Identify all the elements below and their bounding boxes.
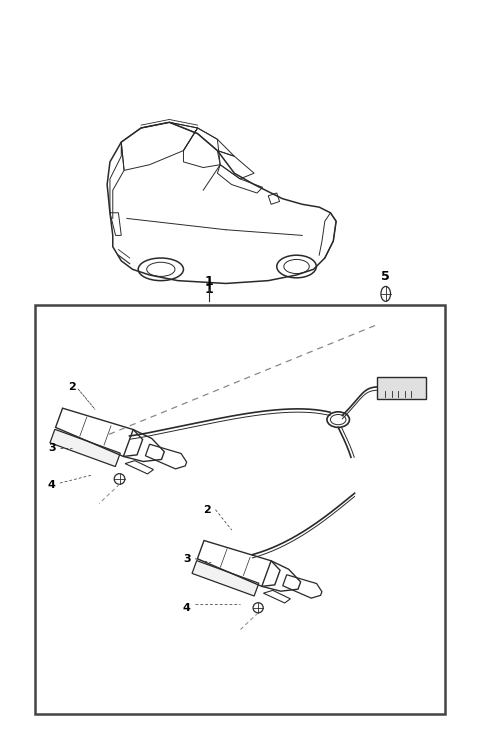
Polygon shape — [50, 429, 120, 466]
Text: 2: 2 — [204, 504, 211, 515]
Text: 4: 4 — [183, 603, 191, 613]
Polygon shape — [192, 560, 259, 596]
Text: 1: 1 — [204, 283, 214, 296]
Text: 3: 3 — [183, 554, 191, 564]
Text: 2: 2 — [68, 382, 76, 392]
Text: 4: 4 — [48, 480, 56, 490]
Text: 5: 5 — [381, 270, 390, 283]
Text: 1: 1 — [204, 275, 214, 288]
FancyBboxPatch shape — [377, 376, 426, 399]
Text: 3: 3 — [48, 443, 56, 453]
